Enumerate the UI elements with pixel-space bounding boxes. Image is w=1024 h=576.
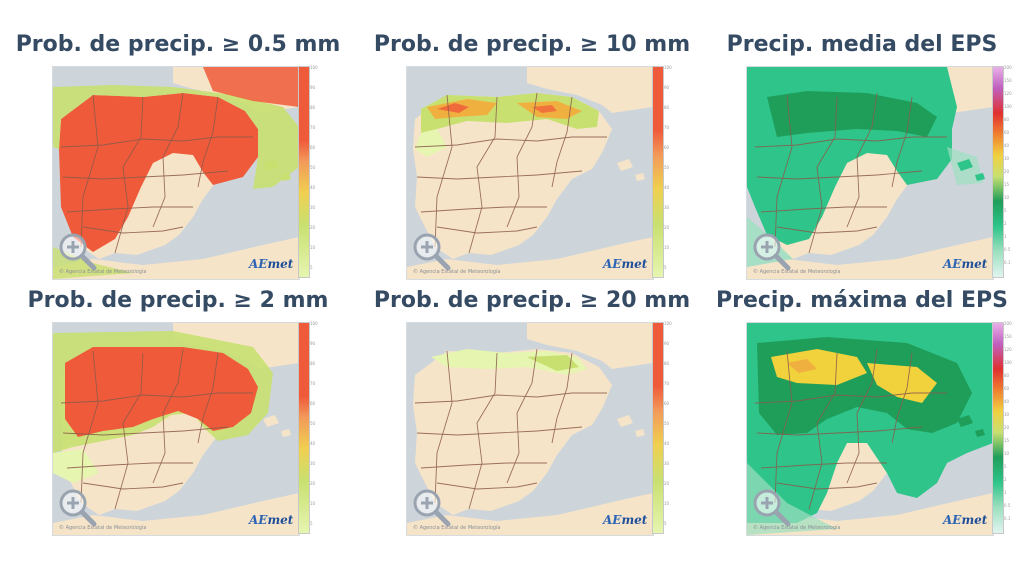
panel-eps-max: Precip. máxima del EPS © Agencia Estatal…	[702, 288, 1024, 548]
panel-prob-2mm: Prob. de precip. ≥ 2 mm © Agencia Estata…	[8, 288, 348, 548]
map-image[interactable]: © Agencia Estatal de Meteorología AEmet	[406, 322, 654, 536]
panel-prob-10mm: Prob. de precip. ≥ 10 mm © Agencia Estat…	[362, 32, 702, 292]
map-prob-2mm	[53, 323, 299, 535]
probability-color-scale	[298, 66, 310, 278]
legend-ticks: 100 90 80 70 60 50 40 30 20 10 5	[310, 321, 318, 526]
map-image[interactable]: © Agencia Estatal de Meteorología AEmet	[746, 322, 994, 536]
panel-title: Prob. de precip. ≥ 20 mm	[373, 288, 691, 313]
map-image[interactable]: © Agencia Estatal de Meteorología AEmet	[746, 66, 994, 280]
credit-text: © Agencia Estatal de Meteorología	[753, 525, 841, 531]
precipitation-color-scale	[992, 66, 1004, 278]
map-eps-max	[747, 323, 993, 535]
panel-title: Precip. media del EPS	[726, 32, 998, 57]
probability-color-scale	[652, 322, 664, 534]
credit-text: © Agencia Estatal de Meteorología	[413, 269, 501, 275]
map-prob-0-5mm	[53, 67, 299, 279]
aemet-logo: AEmet	[943, 257, 988, 271]
legend-ticks: 100 90 80 70 60 50 40 30 20 10 5	[664, 321, 672, 526]
panel-title: Prob. de precip. ≥ 2 mm	[27, 288, 329, 313]
aemet-logo: AEmet	[249, 257, 294, 271]
aemet-logo: AEmet	[943, 513, 988, 527]
zoom-in-magnifier-icon[interactable]	[411, 231, 451, 271]
zoom-in-magnifier-icon[interactable]	[751, 231, 791, 271]
credit-text: © Agencia Estatal de Meteorología	[59, 269, 147, 275]
credit-text: © Agencia Estatal de Meteorología	[413, 525, 501, 531]
probability-color-scale	[652, 66, 664, 278]
legend-ticks: 100 90 80 70 60 50 40 30 20 10 5	[664, 65, 672, 270]
zoom-in-magnifier-icon[interactable]	[57, 487, 97, 527]
legend-ticks: 200 150 120 100 80 60 40 30 20 15 10 5 2 1 0.5 0.1	[1004, 65, 1012, 265]
credit-text: © Agencia Estatal de Meteorología	[753, 269, 841, 275]
legend-ticks: 100 90 80 70 60 50 40 30 20 10 5	[310, 65, 318, 270]
panel-eps-mean: Precip. media del EPS © Agencia Estatal …	[702, 32, 1024, 292]
zoom-in-magnifier-icon[interactable]	[411, 487, 451, 527]
panel-prob-0-5mm: Prob. de precip. ≥ 0.5 mm © Agencia Esta…	[8, 32, 348, 292]
aemet-logo: AEmet	[603, 513, 648, 527]
aemet-logo: AEmet	[603, 257, 648, 271]
aemet-logo: AEmet	[249, 513, 294, 527]
map-image[interactable]: © Agencia Estatal de Meteorología AEmet	[52, 322, 300, 536]
panel-title: Precip. máxima del EPS	[715, 288, 1009, 313]
map-image[interactable]: © Agencia Estatal de Meteorología AEmet	[406, 66, 654, 280]
precipitation-color-scale	[992, 322, 1004, 534]
zoom-in-magnifier-icon[interactable]	[751, 487, 791, 527]
credit-text: © Agencia Estatal de Meteorología	[59, 525, 147, 531]
map-prob-10mm	[407, 67, 653, 279]
map-prob-20mm	[407, 323, 653, 535]
legend-ticks: 200 150 120 100 80 60 40 30 20 15 10 5 2 1 0.5 0.1	[1004, 321, 1012, 521]
panel-title: Prob. de precip. ≥ 0.5 mm	[15, 32, 341, 57]
panel-title: Prob. de precip. ≥ 10 mm	[373, 32, 691, 57]
zoom-in-magnifier-icon[interactable]	[57, 231, 97, 271]
map-image[interactable]: © Agencia Estatal de Meteorología AEmet	[52, 66, 300, 280]
probability-color-scale	[298, 322, 310, 534]
panel-prob-20mm: Prob. de precip. ≥ 20 mm © Agencia Estat…	[362, 288, 702, 548]
